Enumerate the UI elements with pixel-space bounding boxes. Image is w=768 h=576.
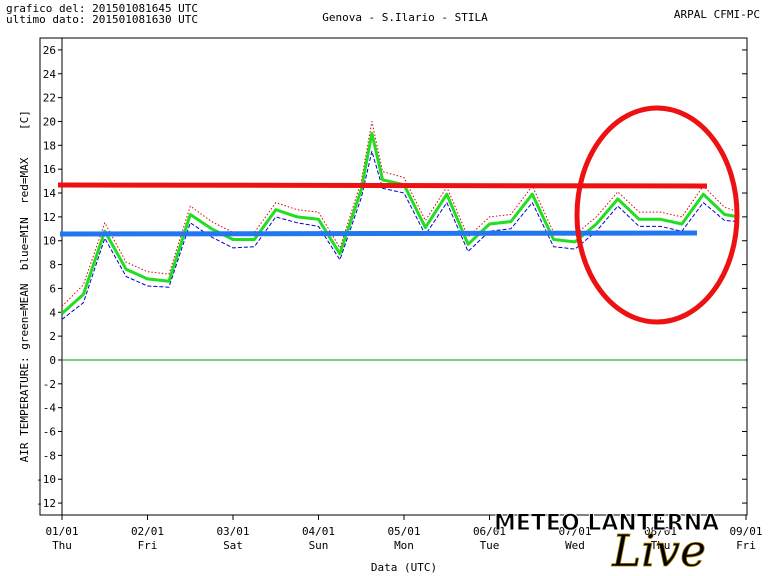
header-right: ARPAL CFMI-PC xyxy=(674,8,760,21)
annotation-line xyxy=(57,182,708,189)
watermark: METEO LANTERNA xyxy=(494,511,719,536)
x-axis-label: Data (UTC) xyxy=(371,561,437,574)
x-tick-day: Fri xyxy=(138,539,158,552)
annotation-line xyxy=(59,230,698,237)
y-tick-label: -6 xyxy=(43,426,56,439)
y-tick-label: -4 xyxy=(43,402,57,415)
y-tick-label: 24 xyxy=(43,68,57,81)
chart-title: Genova - S.Ilario - STILA xyxy=(322,11,488,24)
y-tick-label: -10 xyxy=(36,473,56,486)
watermark-sub: Live xyxy=(611,526,706,576)
y-tick-label: 8 xyxy=(49,259,56,272)
y-tick-label: 10 xyxy=(43,235,56,248)
y-tick-label: 14 xyxy=(43,187,57,200)
y-tick-label: -2 xyxy=(43,378,56,391)
y-tick-label: 20 xyxy=(43,115,56,128)
series-line xyxy=(61,150,739,320)
x-tick-day: Wed xyxy=(565,539,585,552)
y-tick-label: 0 xyxy=(49,354,56,367)
x-tick-label: 01/01 xyxy=(45,525,78,538)
y-tick-label: 22 xyxy=(43,92,56,105)
annotation-ellipse xyxy=(574,105,740,325)
x-tick-day: Mon xyxy=(394,539,414,552)
x-tick-label: 03/01 xyxy=(216,525,249,538)
x-tick-day: Fri xyxy=(736,539,756,552)
x-tick-label: 06/01 xyxy=(473,525,506,538)
x-tick-day: Tue xyxy=(480,539,500,552)
y-tick-label: 6 xyxy=(49,282,56,295)
series-line xyxy=(61,131,740,315)
frame xyxy=(39,37,748,516)
x-tick-label: 08/01 xyxy=(644,525,677,538)
y-tick-label: 26 xyxy=(43,44,56,57)
y-tick-label: 12 xyxy=(43,211,56,224)
series-line xyxy=(61,121,740,307)
plot: -12-10-8-6-4-20246810121416182022242601/… xyxy=(36,38,763,552)
y-tick-label: 2 xyxy=(49,330,56,343)
x-tick-day: Thu xyxy=(651,539,671,552)
y-tick-label: 4 xyxy=(49,306,56,319)
x-tick-label: 09/01 xyxy=(729,525,762,538)
y-tick-label: -12 xyxy=(36,497,56,510)
x-tick-day: Thu xyxy=(52,539,72,552)
x-tick-label: 02/01 xyxy=(131,525,164,538)
x-tick-day: Sun xyxy=(309,539,329,552)
y-axis-label: AIR TEMPERATURE: green=MEAN blue=MIN red… xyxy=(18,157,31,462)
x-tick-label: 05/01 xyxy=(387,525,420,538)
y-tick-label: 18 xyxy=(43,139,56,152)
y-tick-label: -8 xyxy=(43,449,56,462)
y-unit: [C] xyxy=(18,110,31,130)
header-left: ultimo dato: 201501081630 UTC xyxy=(6,13,198,26)
x-tick-label: 04/01 xyxy=(302,525,335,538)
header-left: grafico del: 201501081645 UTC xyxy=(6,2,198,15)
y-tick-label: 16 xyxy=(43,163,56,176)
x-tick-label: 07/01 xyxy=(558,525,591,538)
x-tick-day: Sat xyxy=(223,539,243,552)
